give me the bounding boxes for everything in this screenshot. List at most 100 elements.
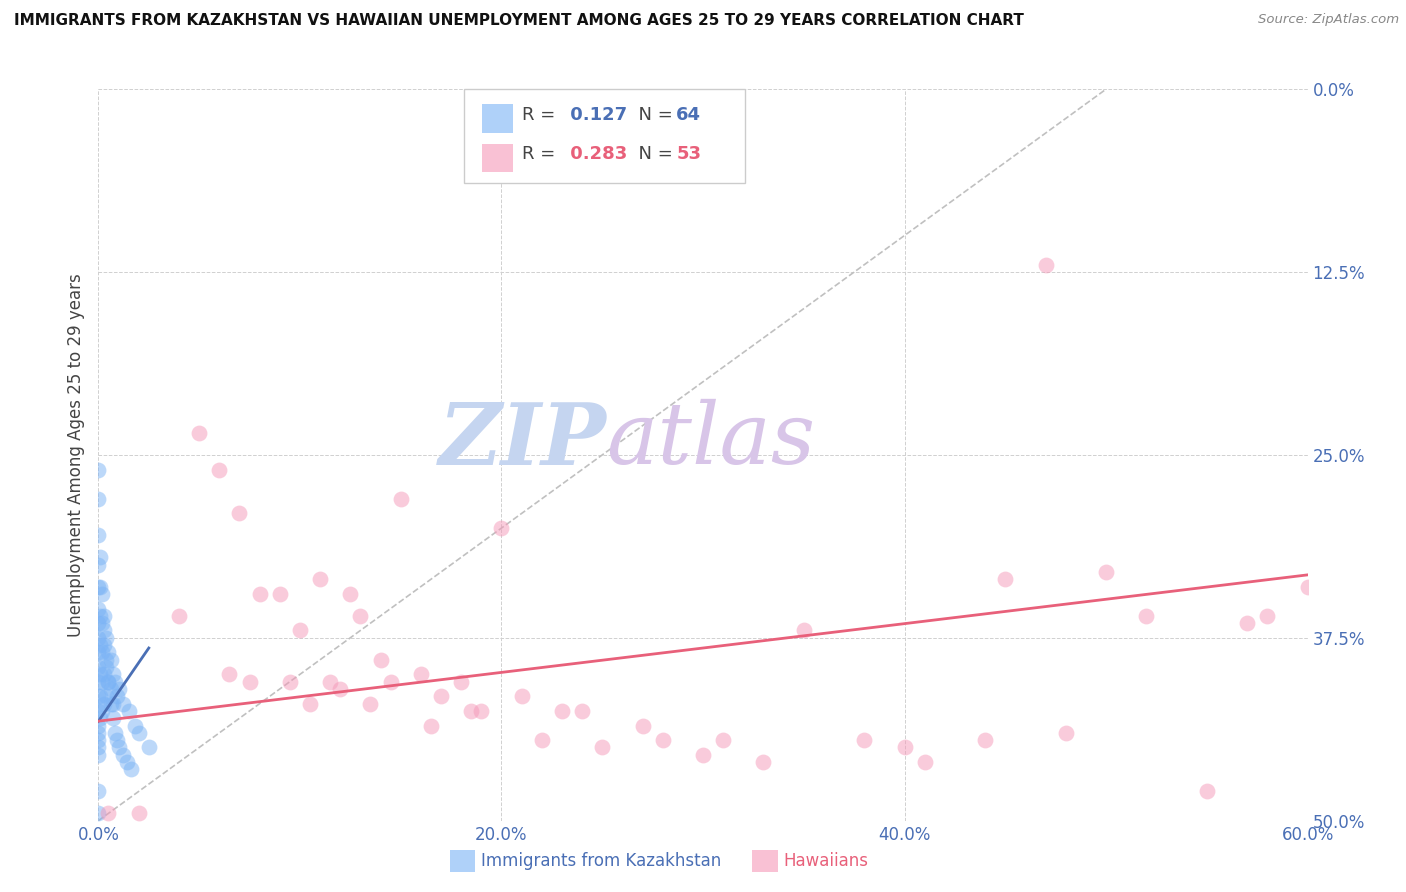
Point [87,674,110,689]
Point [96,690,118,704]
Text: 0.283: 0.283 [564,145,627,163]
Point [491,521,513,535]
Point [91,616,114,631]
Point [89,608,111,623]
Point [89,550,111,565]
Point [269,587,291,601]
Point [89,638,111,652]
Text: 0.127: 0.127 [564,106,627,124]
Point [914,755,936,769]
Point [100,681,122,696]
Point [128,806,150,821]
Point [118,704,141,718]
Point [409,667,432,681]
Text: 53: 53 [676,145,702,163]
Point [711,733,734,747]
Point [319,674,342,689]
Point [93,608,115,623]
Point [89,580,111,594]
Point [87,462,110,476]
Point [103,674,125,689]
Text: 64: 64 [676,106,702,124]
Point [1195,784,1218,798]
Point [97,674,120,689]
Point [91,645,114,659]
Point [692,747,714,762]
Point [101,711,124,725]
Text: ZIP: ZIP [439,399,606,482]
Point [460,704,482,718]
Point [91,587,114,601]
Text: Immigrants from Kazakhstan: Immigrants from Kazakhstan [481,852,721,871]
Point [510,690,533,704]
Point [87,747,110,762]
Point [97,806,120,821]
Text: N =: N = [627,106,679,124]
Text: R =: R = [522,145,561,163]
Point [470,704,492,718]
Point [1296,580,1319,594]
Point [571,704,593,718]
Point [208,462,231,476]
Point [91,704,114,718]
Point [93,697,115,711]
Text: atlas: atlas [606,399,815,482]
Point [591,740,613,755]
Point [93,638,115,652]
Point [793,624,815,638]
Point [239,674,262,689]
Point [420,718,443,732]
Point [87,528,110,542]
Point [91,674,114,689]
Point [87,580,110,594]
Point [97,674,120,689]
Point [124,718,146,732]
Point [651,733,673,747]
Point [100,697,122,711]
Point [228,507,250,521]
Point [631,718,654,732]
Point [87,704,110,718]
Text: N =: N = [627,145,679,163]
Point [530,733,553,747]
Point [1035,258,1057,272]
Point [370,653,392,667]
Point [994,572,1017,586]
Point [339,587,361,601]
Point [893,740,915,755]
Point [1135,608,1157,623]
Point [360,697,382,711]
Point [430,690,453,704]
Point [96,631,118,645]
Point [87,690,110,704]
Point [101,697,124,711]
Point [111,697,134,711]
Point [93,667,115,681]
Point [974,733,997,747]
Point [87,558,110,572]
Point [87,491,110,506]
Point [329,681,352,696]
Point [218,667,240,681]
Point [309,572,332,586]
Point [93,624,115,638]
Point [96,653,118,667]
Point [380,674,402,689]
Point [89,690,111,704]
Point [115,755,138,769]
Point [101,667,124,681]
Point [96,660,118,674]
Point [120,763,142,777]
Point [100,653,122,667]
Point [1256,608,1278,623]
Point [249,587,271,601]
Point [450,674,472,689]
Point [89,667,111,681]
Point [167,608,190,623]
Y-axis label: Unemployment Among Ages 25 to 29 years: Unemployment Among Ages 25 to 29 years [67,273,86,637]
Text: IMMIGRANTS FROM KAZAKHSTAN VS HAWAIIAN UNEMPLOYMENT AMONG AGES 25 TO 29 YEARS CO: IMMIGRANTS FROM KAZAKHSTAN VS HAWAIIAN U… [14,13,1024,29]
Point [87,784,110,798]
Point [752,755,775,769]
Text: Source: ZipAtlas.com: Source: ZipAtlas.com [1258,13,1399,27]
Point [299,697,322,711]
